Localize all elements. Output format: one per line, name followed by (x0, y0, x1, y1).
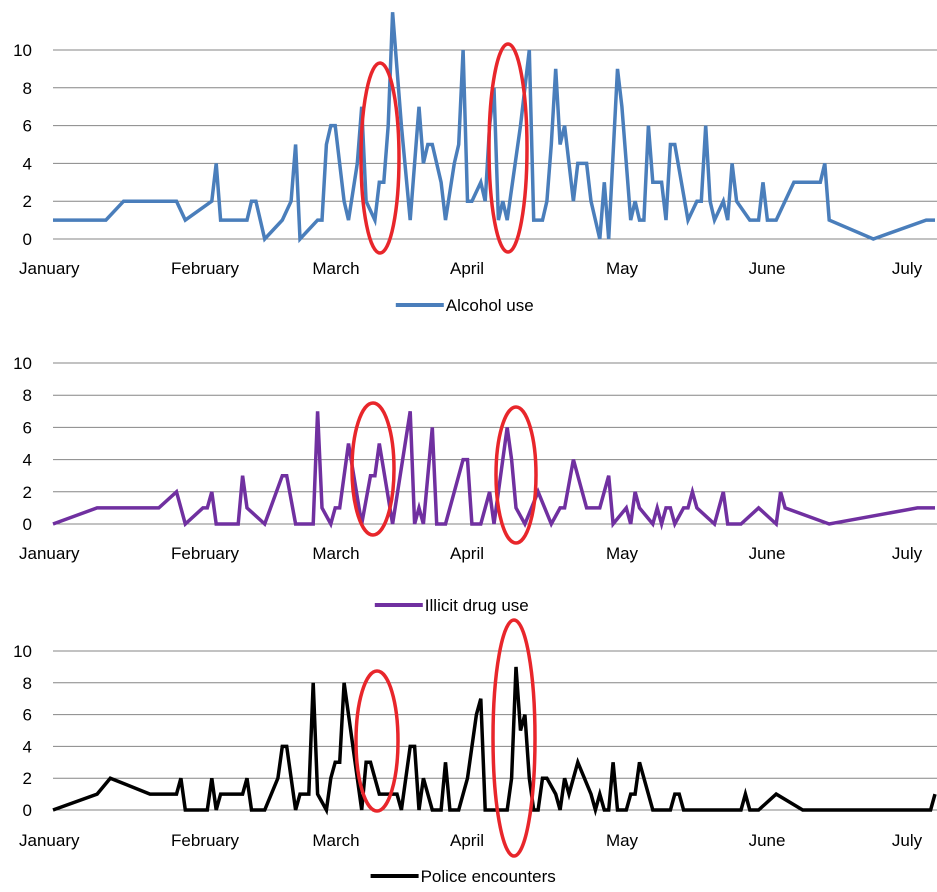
y-tick-label: 8 (23, 386, 32, 405)
x-tick-label: February (171, 544, 240, 563)
legend-label: Police encounters (421, 867, 556, 886)
y-tick-label: 8 (23, 79, 32, 98)
x-tick-label: June (749, 259, 786, 278)
x-tick-label: May (606, 831, 639, 850)
x-tick-label: May (606, 544, 639, 563)
x-tick-label: February (171, 831, 240, 850)
x-tick-label: July (892, 259, 923, 278)
x-tick-label: February (171, 259, 240, 278)
x-tick-label: July (892, 544, 923, 563)
chart-panel-1: 0 2 4 6 8 10 January February March April May June J… (13, 12, 937, 315)
series-line (52, 666, 937, 817)
chart-panel-3: 0 2 4 6 8 10 January February March April May June J… (13, 618, 937, 886)
x-tick-label: July (892, 831, 923, 850)
legend-label: Illicit drug use (425, 596, 529, 615)
x-tick-label: March (312, 259, 359, 278)
y-tick-label: 0 (23, 801, 32, 820)
y-tick-label: 4 (23, 451, 32, 470)
x-tick-label: April (450, 831, 484, 850)
highlight-oval (354, 669, 400, 813)
y-tick-label: 10 (13, 642, 32, 661)
y-tick-label: 4 (23, 154, 32, 173)
y-tick-label: 0 (23, 515, 32, 534)
y-tick-label: 8 (23, 674, 32, 693)
y-tick-label: 2 (23, 192, 32, 211)
highlight-oval (491, 618, 537, 858)
y-tick-label: 2 (23, 483, 32, 502)
x-tick-label: March (312, 831, 359, 850)
x-tick-label: April (450, 259, 484, 278)
highlight-oval (350, 401, 396, 537)
y-tick-label: 2 (23, 769, 32, 788)
x-tick-label: May (606, 259, 639, 278)
y-tick-label: 10 (13, 41, 32, 60)
highlight-oval (494, 405, 538, 545)
x-tick-label: April (450, 544, 484, 563)
x-tick-label: June (749, 831, 786, 850)
y-tick-label: 6 (23, 117, 32, 136)
y-tick-label: 6 (23, 706, 32, 725)
x-tick-label: January (19, 831, 80, 850)
legend-label: Alcohol use (446, 296, 534, 315)
highlight-oval (487, 42, 529, 254)
y-tick-label: 6 (23, 418, 32, 437)
y-tick-label: 4 (23, 737, 32, 756)
y-tick-label: 10 (13, 354, 32, 373)
x-tick-label: March (312, 544, 359, 563)
x-tick-label: January (19, 544, 80, 563)
series-line (53, 12, 935, 244)
x-tick-label: June (749, 544, 786, 563)
series-line (52, 411, 935, 531)
x-tick-label: January (19, 259, 80, 278)
y-tick-label: 0 (23, 230, 32, 249)
highlight-oval (359, 61, 401, 255)
chart-panel-2: 0 2 4 6 8 10 January February March April May June J… (13, 354, 937, 615)
